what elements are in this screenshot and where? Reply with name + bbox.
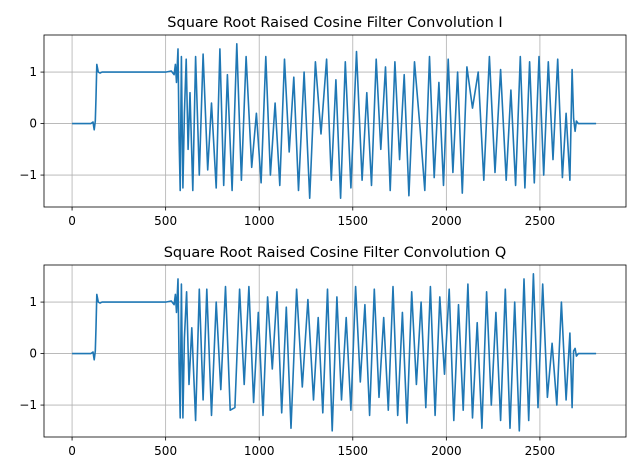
subplot-i-xtick-label: 1000 bbox=[244, 214, 275, 228]
subplot-i-xtick-label: 500 bbox=[154, 214, 177, 228]
subplot-q-xtick-label: 1000 bbox=[244, 444, 275, 458]
subplot-q-ytick-label: 0 bbox=[29, 347, 37, 361]
subplot-q-frame bbox=[43, 264, 627, 438]
subplot-i-frame bbox=[43, 34, 627, 208]
subplot-i: Square Root Raised Cosine Filter Convolu… bbox=[19, 15, 627, 228]
subplot-q-ytick-label: 1 bbox=[29, 295, 37, 309]
subplot-i-ytick-label: 1 bbox=[29, 65, 37, 79]
subplot-q: Square Root Raised Cosine Filter Convolu… bbox=[19, 245, 627, 458]
subplot-q-ytick-label: −1 bbox=[19, 398, 37, 412]
subplot-q-xtick-label: 2000 bbox=[431, 444, 462, 458]
subplot-q-xtick-label: 1500 bbox=[338, 444, 369, 458]
subplot-i-title: Square Root Raised Cosine Filter Convolu… bbox=[167, 15, 502, 31]
subplot-i-xtick-label: 2500 bbox=[525, 214, 556, 228]
subplot-i-ticks: 0 500 1000 1500 2000 2500 −1 0 1 bbox=[19, 65, 555, 228]
subplot-q-title: Square Root Raised Cosine Filter Convolu… bbox=[164, 245, 507, 261]
subplot-q-ticks: 0 500 1000 1500 2000 2500 −1 0 1 bbox=[19, 295, 555, 458]
subplot-i-ytick-label: −1 bbox=[19, 168, 37, 182]
subplot-i-xtick-label: 2000 bbox=[431, 214, 462, 228]
subplot-i-series bbox=[72, 42, 597, 199]
subplot-q-xtick-label: 500 bbox=[154, 444, 177, 458]
subplot-q-series-line bbox=[72, 272, 597, 432]
subplot-i-series-line bbox=[72, 42, 597, 199]
subplot-i-xtick-label: 0 bbox=[68, 214, 76, 228]
subplot-i-ytick-label: 0 bbox=[29, 117, 37, 131]
subplot-q-xtick-label: 2500 bbox=[525, 444, 556, 458]
subplot-i-xtick-label: 1500 bbox=[338, 214, 369, 228]
subplot-q-series bbox=[72, 272, 597, 432]
subplot-q-xtick-label: 0 bbox=[68, 444, 76, 458]
